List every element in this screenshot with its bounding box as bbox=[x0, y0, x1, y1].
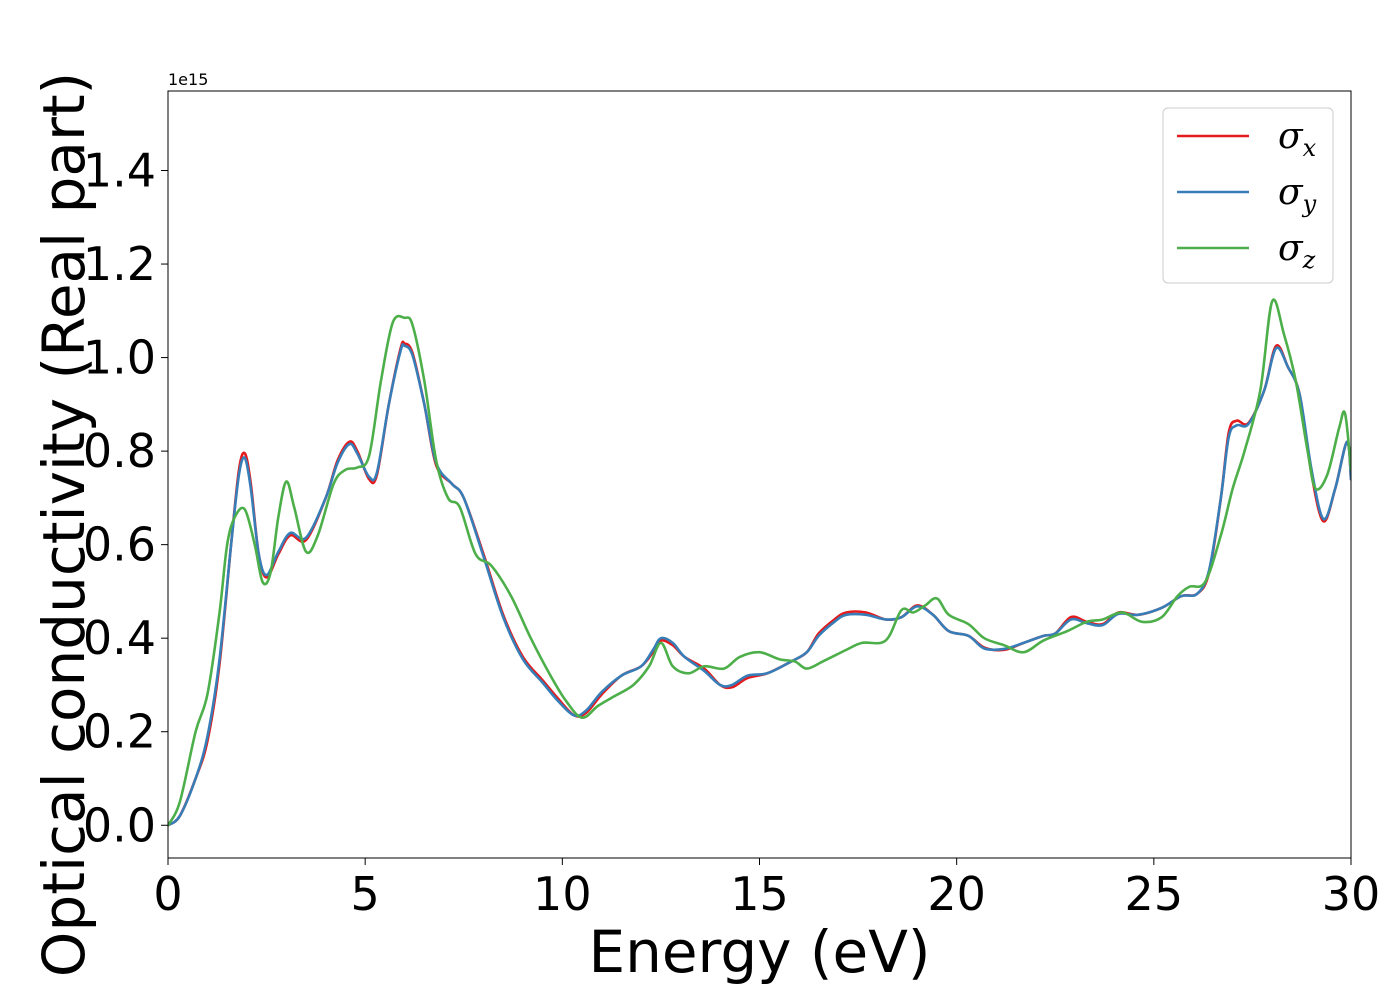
x-tick-label: 30 bbox=[1322, 867, 1381, 921]
x-tick-label: 10 bbox=[533, 867, 592, 921]
x-axis-label: Energy (eV) bbox=[588, 918, 930, 986]
y-axis-label: Optical conductivity (Real part) bbox=[30, 72, 98, 977]
y-tick-label: 0.2 bbox=[83, 705, 156, 759]
x-tick-label: 25 bbox=[1125, 867, 1184, 921]
legend-label-y: σy bbox=[1278, 172, 1317, 218]
x-tick-label: 5 bbox=[351, 867, 380, 921]
series-layer bbox=[168, 298, 1351, 827]
y-tick-label: 0.6 bbox=[83, 518, 156, 572]
y-tick-label: 1.2 bbox=[83, 237, 156, 291]
legend-box bbox=[1162, 107, 1334, 284]
legend-label-x: σx bbox=[1278, 116, 1317, 162]
series-line-z bbox=[168, 298, 1351, 827]
x-tick-label: 15 bbox=[730, 867, 789, 921]
legend-label-z: σz bbox=[1278, 228, 1316, 274]
x-tick-label: 0 bbox=[153, 867, 182, 921]
legend: σx σy σz bbox=[1162, 107, 1334, 284]
y-tick-label: 1.0 bbox=[83, 331, 156, 385]
y-tick-label: 1.4 bbox=[83, 144, 156, 198]
y-tick-label: 0.8 bbox=[83, 424, 156, 478]
y-tick-label: 0.0 bbox=[83, 798, 156, 852]
x-tick-label: 20 bbox=[927, 867, 986, 921]
y-tick-label: 0.4 bbox=[83, 611, 156, 665]
y-offset-label: 1e15 bbox=[168, 70, 208, 89]
ticks-layer: 0 5 10 15 20 25 30 0.0 0.2 0.4 0.6 0.8 1.0 1.2 1.4 bbox=[83, 144, 1380, 921]
series-line-y bbox=[168, 342, 1351, 827]
